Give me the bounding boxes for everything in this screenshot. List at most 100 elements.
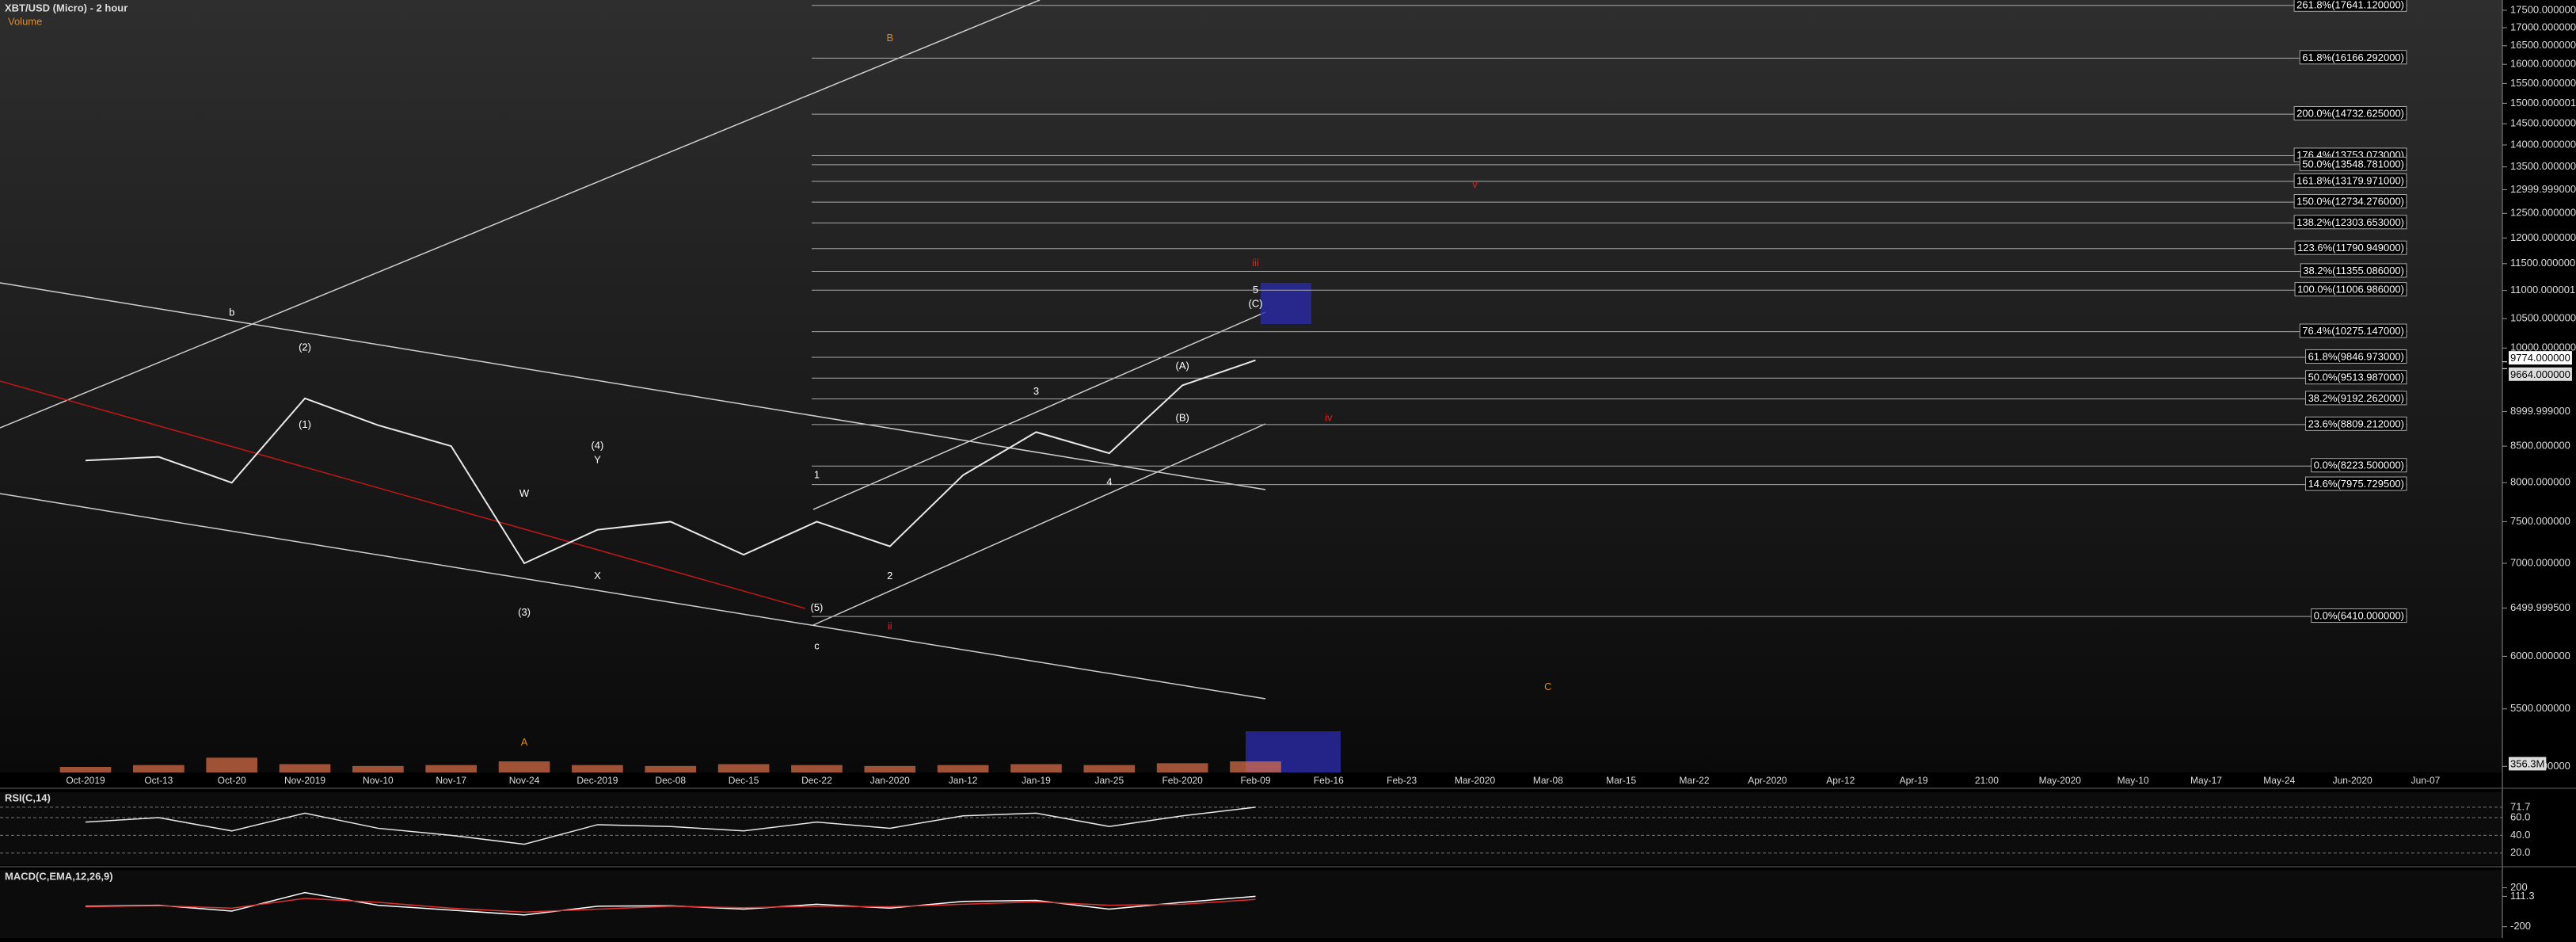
x-tick-label: Jan-19: [1022, 775, 1051, 786]
y-tick-label: 14000.000000: [2510, 138, 2576, 150]
wave-label: iv: [1325, 411, 1333, 423]
price-tag: 9664.000000: [2510, 368, 2570, 380]
wave-label: 5: [1253, 284, 1258, 296]
x-tick-label: Feb-2020: [1162, 775, 1203, 786]
x-tick-label: Dec-22: [801, 775, 832, 786]
y-tick-label: 12500.000000: [2510, 207, 2576, 219]
wave-label: (5): [810, 601, 823, 613]
x-tick-label: Nov-17: [436, 775, 466, 786]
wave-label: (4): [591, 440, 603, 452]
x-tick-label: Mar-22: [1680, 775, 1710, 786]
rsi-tick-label: 71.7: [2510, 800, 2530, 812]
x-tick-label: Dec-2019: [576, 775, 618, 786]
x-tick-label: Apr-12: [1826, 775, 1855, 786]
y-tick-label: 11500.000000: [2510, 257, 2575, 269]
x-tick-label: Feb-23: [1387, 775, 1417, 786]
x-tick-label: Dec-08: [655, 775, 686, 786]
fib-label-box: [2311, 608, 2407, 624]
rsi-tick-label: 40.0: [2510, 829, 2530, 841]
y-tick-label: 7500.000000: [2510, 515, 2570, 527]
y-tick-label: 5500.000000: [2510, 702, 2570, 714]
wave-label: (C): [1248, 298, 1262, 310]
volume-bar: [717, 764, 770, 772]
y-tick-label: 14500.000000: [2510, 117, 2576, 129]
y-tick-label: 6000.000000: [2510, 650, 2570, 662]
fib-label-box: [2305, 370, 2407, 385]
wave-label: X: [594, 570, 601, 582]
wave-label: (B): [1175, 411, 1189, 423]
x-tick-label: Dec-15: [729, 775, 759, 786]
fib-label: 38.2%(9192.262000): [2308, 392, 2404, 404]
volume-bar: [572, 765, 623, 772]
fib-label: 200.0%(14732.625000): [2296, 108, 2404, 120]
volume-bar: [206, 757, 258, 772]
fib-label-box: [2293, 106, 2407, 121]
fib-label: 50.0%(9513.987000): [2308, 372, 2404, 383]
rsi-panel: [0, 792, 2502, 865]
wave-label: (A): [1175, 360, 1189, 372]
trendline: [812, 423, 1266, 626]
x-tick-label: May-10: [2117, 775, 2149, 786]
price-tag-box: [2509, 351, 2572, 365]
y-tick-label: 12000.000000: [2510, 231, 2576, 243]
x-tick-label: Oct-13: [144, 775, 173, 786]
x-tick-label: Feb-16: [1314, 775, 1344, 786]
volume-label-box: [2509, 757, 2547, 771]
rsi-line: [85, 807, 1256, 845]
volume-bar: [425, 765, 478, 772]
x-tick-label: Apr-19: [1900, 775, 1928, 786]
fib-label: 100.0%(11006.986000): [2297, 284, 2404, 296]
x-tick-label: 21:00: [1975, 775, 1999, 786]
wave-label: C: [1544, 681, 1551, 692]
wave-label: Y: [594, 454, 601, 466]
fib-label: 0.0%(8223.500000): [2314, 460, 2404, 471]
macd-line: [85, 898, 1256, 913]
volume-bar: [498, 761, 550, 772]
wave-label: (1): [299, 418, 311, 430]
macd-tick-label: 111.3: [2510, 890, 2535, 902]
x-tick-label: Mar-08: [1533, 775, 1563, 786]
fib-label: 161.8%(13179.971000): [2296, 174, 2404, 186]
y-tick-label: 10000.000000: [2510, 341, 2576, 353]
fib-label-box: [2305, 349, 2407, 364]
macd-title: MACD(C,EMA,12,26,9): [5, 870, 113, 882]
fib-label-box: [2293, 0, 2407, 12]
trendline: [812, 311, 1266, 510]
x-tick-label: Jun-07: [2411, 775, 2441, 786]
fib-label-box: [2299, 156, 2407, 171]
rsi-title: RSI(C,14): [5, 791, 51, 803]
y-tick-label: 16500.000000: [2510, 39, 2576, 51]
fib-label: 61.8%(16166.292000): [2302, 51, 2404, 63]
y-tick-label: 15000.000001: [2510, 97, 2576, 109]
wave-label: 4: [1106, 476, 1112, 488]
fib-label-box: [2305, 391, 2407, 406]
trendline: [0, 493, 1266, 700]
y-tick-label: 8500.000000: [2510, 440, 2570, 452]
rsi-tick-label: 20.0: [2510, 846, 2530, 858]
price-tag: 9774.000000: [2510, 352, 2570, 364]
volume-bar: [1083, 765, 1136, 772]
wave-label: W: [519, 487, 530, 499]
rsi-tick-label: 60.0: [2510, 810, 2530, 822]
x-tick-label: Oct-2019: [66, 775, 105, 786]
x-tick-label: May-17: [2190, 775, 2222, 786]
macd-panel: [0, 870, 2502, 938]
volume-bar: [133, 765, 185, 772]
volume-bar: [279, 764, 331, 772]
x-tick-label: May-24: [2263, 775, 2295, 786]
y-tick-label: 10500.000000: [2510, 312, 2576, 324]
volume-bar: [645, 765, 697, 772]
x-tick-label: Mar-15: [1606, 775, 1636, 786]
price-panel: [0, 0, 2502, 772]
wave-label: b: [229, 306, 234, 318]
fib-label: 0.0%(6410.000000): [2314, 610, 2404, 622]
y-tick-label: 17000.000000: [2510, 21, 2576, 32]
y-tick-label: 12999.999000: [2510, 183, 2576, 195]
volume-bar: [791, 765, 843, 772]
volume-bar: [937, 765, 989, 772]
macd-tick-label: -200: [2510, 920, 2531, 932]
wave-label: (3): [518, 606, 531, 618]
target-zone: [1261, 283, 1311, 324]
y-tick-label: 7000.000000: [2510, 556, 2570, 568]
